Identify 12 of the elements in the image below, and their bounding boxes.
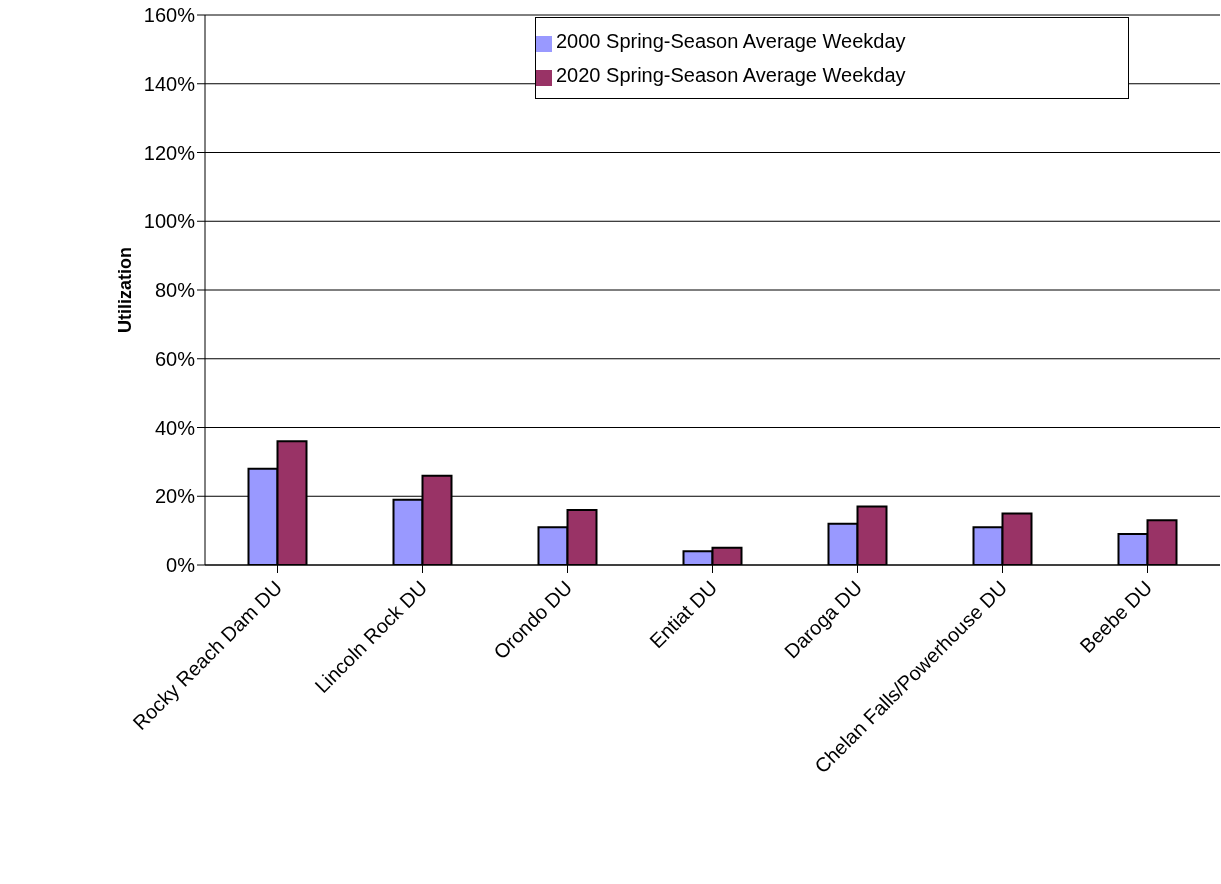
y-tick-label: 60% <box>154 347 196 370</box>
y-tick-label: 160% <box>143 4 196 27</box>
y-tick-label: 80% <box>154 279 196 302</box>
y-tick-label: 0% <box>166 554 196 577</box>
y-tick-label: 40% <box>154 416 196 439</box>
y-tick-label: 120% <box>143 141 196 164</box>
legend-label: 2000 Spring-Season Average Weekday <box>556 30 906 52</box>
legend-label: 2020 Spring-Season Average Weekday <box>556 64 906 86</box>
y-tick-label: 140% <box>143 72 196 95</box>
y-axis-title: Utilization <box>115 247 136 333</box>
y-tick-label: 100% <box>143 210 196 233</box>
y-tick-label: 20% <box>154 485 196 508</box>
